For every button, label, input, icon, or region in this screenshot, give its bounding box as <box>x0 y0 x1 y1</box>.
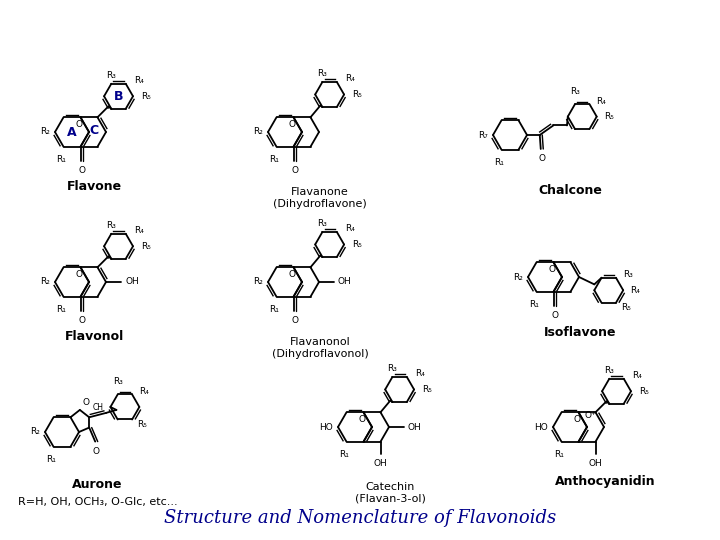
Text: R₁: R₁ <box>495 158 505 167</box>
Text: Flavone: Flavone <box>66 180 122 193</box>
Text: R₂: R₂ <box>513 273 523 281</box>
Text: Chalcone: Chalcone <box>538 184 602 197</box>
Text: Aurone: Aurone <box>72 477 122 490</box>
Text: R₅: R₅ <box>422 385 432 394</box>
Text: R₇: R₇ <box>478 131 488 139</box>
Text: R₃: R₃ <box>318 70 328 78</box>
Text: R₄: R₄ <box>631 371 642 380</box>
Text: Flavanonol
(Dihydroflavonol): Flavanonol (Dihydroflavonol) <box>271 337 369 359</box>
Text: R₁: R₁ <box>530 300 539 309</box>
Text: O: O <box>76 120 83 129</box>
Text: R₃: R₃ <box>387 364 397 374</box>
Text: R=H, OH, OCH₃, O-Glc, etc...: R=H, OH, OCH₃, O-Glc, etc... <box>18 497 178 507</box>
Text: R₁: R₁ <box>340 450 349 458</box>
Text: R₂: R₂ <box>253 278 263 287</box>
Text: OH: OH <box>374 458 387 468</box>
Text: R₄: R₄ <box>134 76 143 85</box>
Text: O: O <box>78 316 85 325</box>
Text: R₅: R₅ <box>639 387 649 396</box>
Text: O: O <box>289 120 296 129</box>
Text: O: O <box>93 447 99 456</box>
Text: R₁: R₁ <box>269 155 279 164</box>
Text: B: B <box>114 90 123 103</box>
Text: R₃: R₃ <box>570 87 580 96</box>
Text: HO: HO <box>319 422 333 431</box>
Text: R₅: R₅ <box>621 303 631 312</box>
Text: R₃: R₃ <box>604 366 614 375</box>
Text: Catechin
(Flavan-3-ol): Catechin (Flavan-3-ol) <box>354 482 426 504</box>
Text: R₄: R₄ <box>630 286 640 295</box>
Text: R₅: R₅ <box>352 90 362 99</box>
Text: R₃: R₃ <box>107 221 116 230</box>
Text: R₄: R₄ <box>596 97 606 106</box>
Text: R₅: R₅ <box>141 242 151 251</box>
Text: R₄: R₄ <box>415 369 425 379</box>
Text: O: O <box>574 415 581 424</box>
Text: O: O <box>551 310 558 320</box>
Text: O⁺: O⁺ <box>585 411 597 420</box>
Text: O: O <box>78 166 85 175</box>
Text: O: O <box>76 270 83 279</box>
Text: R₅: R₅ <box>137 420 147 429</box>
Text: HO: HO <box>534 422 548 431</box>
Text: R₂: R₂ <box>40 278 50 287</box>
Text: O: O <box>291 316 298 325</box>
Text: Flavanone
(Dihydroflavone): Flavanone (Dihydroflavone) <box>273 187 367 208</box>
Text: R₃: R₃ <box>623 270 633 279</box>
Text: Anthocyanidin: Anthocyanidin <box>554 476 655 489</box>
Text: Flavonol: Flavonol <box>64 330 124 343</box>
Text: OH: OH <box>125 278 139 287</box>
Text: OH: OH <box>338 278 352 287</box>
Text: R₁: R₁ <box>269 305 279 314</box>
Text: O: O <box>539 154 545 163</box>
Text: R₁: R₁ <box>47 455 56 464</box>
Text: R₄: R₄ <box>345 225 355 233</box>
Text: R₁: R₁ <box>57 155 66 164</box>
Text: R₅: R₅ <box>603 112 613 121</box>
Text: CH: CH <box>92 403 103 412</box>
Text: R₂: R₂ <box>30 428 40 436</box>
Text: O: O <box>83 398 90 407</box>
Text: Isoflavone: Isoflavone <box>544 326 616 339</box>
Text: O: O <box>359 415 366 424</box>
Text: Structure and Nomenclature of Flavonoids: Structure and Nomenclature of Flavonoids <box>164 509 556 527</box>
Text: R₄: R₄ <box>345 75 355 84</box>
Text: O: O <box>291 166 298 175</box>
Text: OH: OH <box>589 458 603 468</box>
Text: R₂: R₂ <box>253 127 263 137</box>
Text: O: O <box>289 270 296 279</box>
Text: R₄: R₄ <box>134 226 143 235</box>
Text: C: C <box>90 124 99 137</box>
Text: R₁: R₁ <box>57 305 66 314</box>
Text: R₅: R₅ <box>141 92 151 101</box>
Text: R₁: R₁ <box>554 450 564 458</box>
Text: R₅: R₅ <box>352 240 362 249</box>
Text: R₃: R₃ <box>318 219 328 228</box>
Text: R₃: R₃ <box>113 377 122 387</box>
Text: A: A <box>67 125 77 138</box>
Text: R₄: R₄ <box>139 387 149 396</box>
Text: OH: OH <box>408 422 422 431</box>
Text: O: O <box>549 265 556 274</box>
Text: R₃: R₃ <box>107 71 116 80</box>
Text: R₂: R₂ <box>40 127 50 137</box>
